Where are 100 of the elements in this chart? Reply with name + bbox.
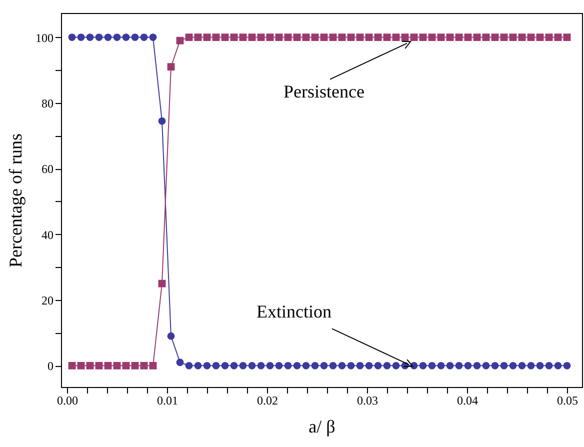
y-tick-label: 80 (42, 96, 54, 110)
point (356, 34, 364, 42)
point (212, 362, 220, 370)
point (338, 362, 346, 370)
point (563, 34, 571, 42)
point (536, 362, 544, 370)
point (167, 332, 175, 340)
point (104, 34, 112, 41)
point (230, 34, 238, 42)
point (419, 34, 427, 42)
point (302, 34, 310, 42)
point (320, 362, 328, 370)
point (302, 362, 310, 370)
point (239, 362, 247, 370)
point (131, 362, 139, 370)
point (545, 34, 553, 42)
annotation: Persistence (284, 81, 364, 102)
point (194, 34, 202, 42)
y-tick-label: 60 (42, 162, 54, 176)
point (158, 280, 166, 288)
point (455, 34, 463, 42)
point (68, 362, 76, 370)
x-tick-label: 0.05 (557, 394, 578, 408)
point (185, 362, 193, 370)
point (491, 34, 499, 42)
point (455, 362, 463, 370)
point (248, 362, 256, 370)
point (212, 34, 220, 42)
point (509, 362, 517, 370)
x-tick-label: 0.01 (157, 394, 178, 408)
point (221, 362, 229, 370)
point (230, 362, 238, 370)
point (338, 34, 346, 42)
point (374, 362, 382, 370)
point (266, 34, 274, 42)
point (86, 34, 94, 41)
point (392, 34, 400, 42)
point (95, 34, 103, 41)
point (473, 34, 481, 42)
point (77, 34, 85, 41)
point (347, 34, 355, 42)
point (419, 362, 427, 370)
point (509, 34, 517, 42)
point (518, 362, 526, 370)
x-tick-label: 0.02 (257, 394, 278, 408)
point (428, 362, 436, 370)
x-tick-label: 0.03 (357, 394, 378, 408)
point (284, 362, 292, 370)
point (410, 34, 418, 42)
point (473, 362, 481, 370)
point (284, 34, 292, 42)
x-axis-title: a/ β (308, 416, 336, 436)
point (374, 34, 382, 42)
point (275, 362, 283, 370)
point (554, 34, 562, 42)
point (104, 362, 112, 370)
point (140, 34, 148, 41)
point (149, 362, 157, 370)
point (194, 362, 202, 370)
point (140, 362, 148, 370)
point (554, 362, 562, 370)
point (320, 34, 328, 42)
point (167, 63, 175, 71)
point (176, 358, 184, 366)
point (239, 34, 247, 42)
point (257, 362, 265, 370)
point (545, 362, 553, 370)
point (446, 34, 454, 42)
point (221, 34, 229, 42)
point (500, 362, 508, 370)
point (428, 34, 436, 42)
point (122, 362, 130, 370)
point (257, 34, 265, 42)
point (185, 34, 193, 42)
point (149, 34, 157, 41)
point (383, 362, 391, 370)
point (563, 362, 571, 370)
point (500, 34, 508, 42)
point (365, 362, 373, 370)
annotation: Extinction (256, 302, 332, 322)
point (122, 34, 130, 41)
point (491, 362, 499, 370)
point (527, 34, 535, 42)
y-tick-label: 100 (36, 30, 54, 45)
point (203, 34, 211, 42)
y-tick-label: 20 (42, 293, 54, 308)
x-tick-label: 0.00 (57, 394, 78, 408)
point (347, 362, 355, 370)
point (446, 362, 454, 370)
point (464, 34, 472, 42)
point (482, 362, 490, 370)
point (113, 34, 121, 41)
point (365, 34, 373, 42)
point (329, 362, 337, 370)
point (86, 362, 94, 370)
point (77, 362, 85, 370)
point (248, 34, 256, 42)
point (113, 362, 121, 370)
point (311, 362, 319, 370)
point (536, 34, 544, 42)
